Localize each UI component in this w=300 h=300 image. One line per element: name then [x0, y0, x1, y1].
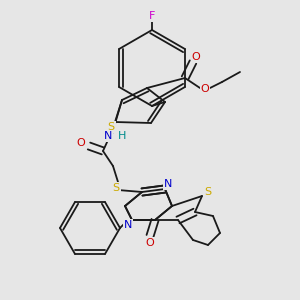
Text: N: N — [124, 220, 132, 230]
Text: F: F — [149, 11, 155, 21]
Text: S: S — [112, 183, 120, 193]
Text: S: S — [107, 122, 115, 132]
Text: O: O — [192, 52, 200, 62]
Text: S: S — [204, 187, 211, 197]
Text: O: O — [201, 84, 209, 94]
Text: O: O — [76, 138, 85, 148]
Text: O: O — [146, 238, 154, 248]
Text: N: N — [104, 131, 112, 141]
Text: H: H — [118, 131, 126, 141]
Text: N: N — [164, 179, 172, 189]
